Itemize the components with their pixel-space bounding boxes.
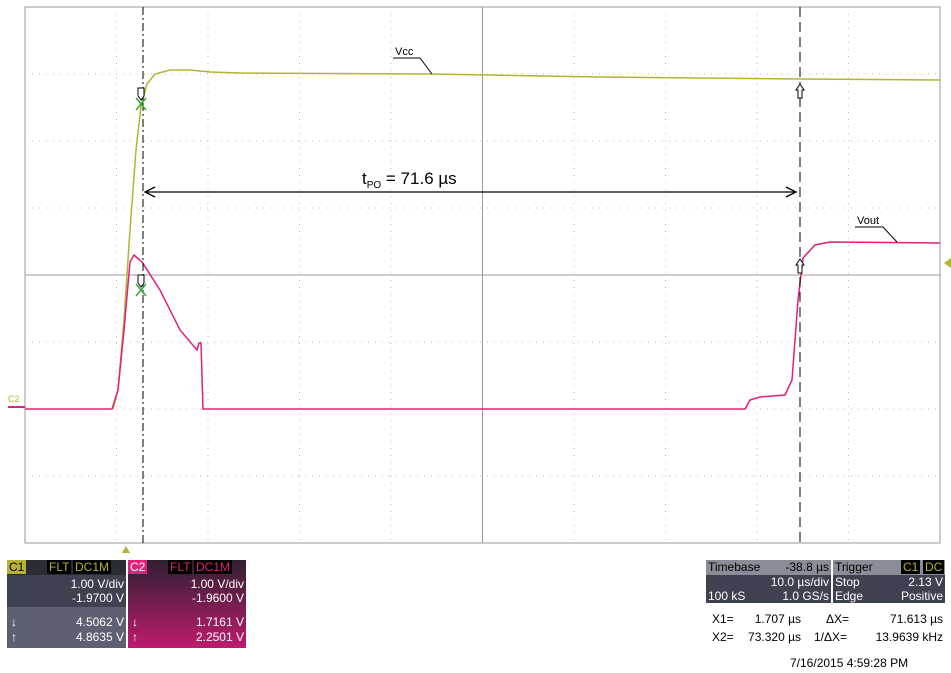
dx-label: ΔX= bbox=[826, 612, 850, 626]
down-sym: ↓ bbox=[11, 615, 17, 629]
x1-label: X1= bbox=[712, 612, 734, 626]
scale: 10.0 µs/div bbox=[770, 575, 829, 589]
grid bbox=[24, 6, 941, 544]
trigger-label: Trigger bbox=[835, 560, 873, 574]
timebase-label: Timebase bbox=[708, 560, 761, 574]
measurement-label: tPO = 71.6 µs bbox=[362, 169, 457, 191]
coupling: DC1M bbox=[194, 560, 233, 574]
flt: FLT bbox=[47, 560, 72, 574]
up: 4.8635 V bbox=[75, 630, 124, 644]
cursor-marks bbox=[137, 83, 805, 288]
source: C1 bbox=[901, 560, 921, 574]
vout-leader bbox=[855, 226, 898, 243]
vcc-trace bbox=[112, 69, 941, 410]
offset: -1.9700 V bbox=[71, 591, 124, 605]
cursor-readout: X1= 1.707 µs ΔX= 71.613 µs X2= 73.320 µs… bbox=[706, 612, 945, 648]
inv-label: 1/ΔX= bbox=[814, 630, 848, 644]
x2-label: X2= bbox=[712, 630, 734, 644]
scale: 1.00 V/div bbox=[70, 577, 124, 591]
x2: 73.320 µs bbox=[748, 630, 801, 644]
c1-name: C1 bbox=[7, 560, 27, 574]
timebase-panel[interactable]: Timebase -38.8 µs 10.0 µs/div 100 kS 1.0… bbox=[706, 560, 831, 603]
vcc-leader bbox=[393, 57, 433, 75]
type: Edge bbox=[835, 589, 864, 603]
up-sym: ↑ bbox=[11, 630, 17, 644]
vcc-label: Vcc bbox=[395, 46, 414, 58]
channel-marker: C2 bbox=[8, 394, 20, 404]
mode: Stop bbox=[835, 575, 860, 589]
offset: -1.9600 V bbox=[191, 591, 244, 605]
value: = 71.6 µs bbox=[381, 169, 456, 188]
c2-panel[interactable]: C2 FLT DC1M 1.00 V/div -1.9600 V ↓ 1.716… bbox=[128, 560, 246, 648]
up-sym: ↑ bbox=[132, 630, 138, 644]
samples: 100 kS bbox=[708, 589, 746, 603]
vout-label: Vout bbox=[857, 215, 879, 227]
scale: 1.00 V/div bbox=[190, 577, 244, 591]
c1-panel[interactable]: C1 FLT DC1M 1.00 V/div -1.9700 V ↓ 4.506… bbox=[7, 560, 126, 648]
down: 1.7161 V bbox=[195, 615, 244, 629]
down-sym: ↓ bbox=[132, 615, 138, 629]
dx: 71.613 µs bbox=[890, 612, 943, 626]
up: 2.2501 V bbox=[195, 630, 244, 644]
c2-name: C2 bbox=[128, 560, 148, 574]
measure-arrow bbox=[143, 186, 798, 198]
sub: PO bbox=[367, 180, 382, 191]
level: 2.13 V bbox=[908, 575, 943, 589]
inv: 13.9639 kHz bbox=[875, 630, 943, 644]
plot: C2 Vcc Vout tPO = 71.6 µs bbox=[8, 6, 951, 553]
x1: 1.707 µs bbox=[754, 612, 801, 626]
coupling: DC bbox=[923, 560, 945, 574]
flt: FLT bbox=[168, 560, 193, 574]
coupling: DC1M bbox=[73, 560, 112, 574]
t: t bbox=[362, 169, 367, 188]
timestamp: 7/16/2015 4:59:28 PM bbox=[790, 656, 909, 670]
rate: 1.0 GS/s bbox=[782, 589, 829, 603]
trigger-panel[interactable]: Trigger C1 DC Stop 2.13 V Edge Positive bbox=[833, 560, 945, 603]
slope: Positive bbox=[900, 589, 943, 603]
cross-markers bbox=[135, 97, 147, 297]
delay: -38.8 µs bbox=[785, 560, 829, 574]
trigger-markers bbox=[122, 258, 951, 553]
down: 4.5062 V bbox=[75, 615, 124, 629]
